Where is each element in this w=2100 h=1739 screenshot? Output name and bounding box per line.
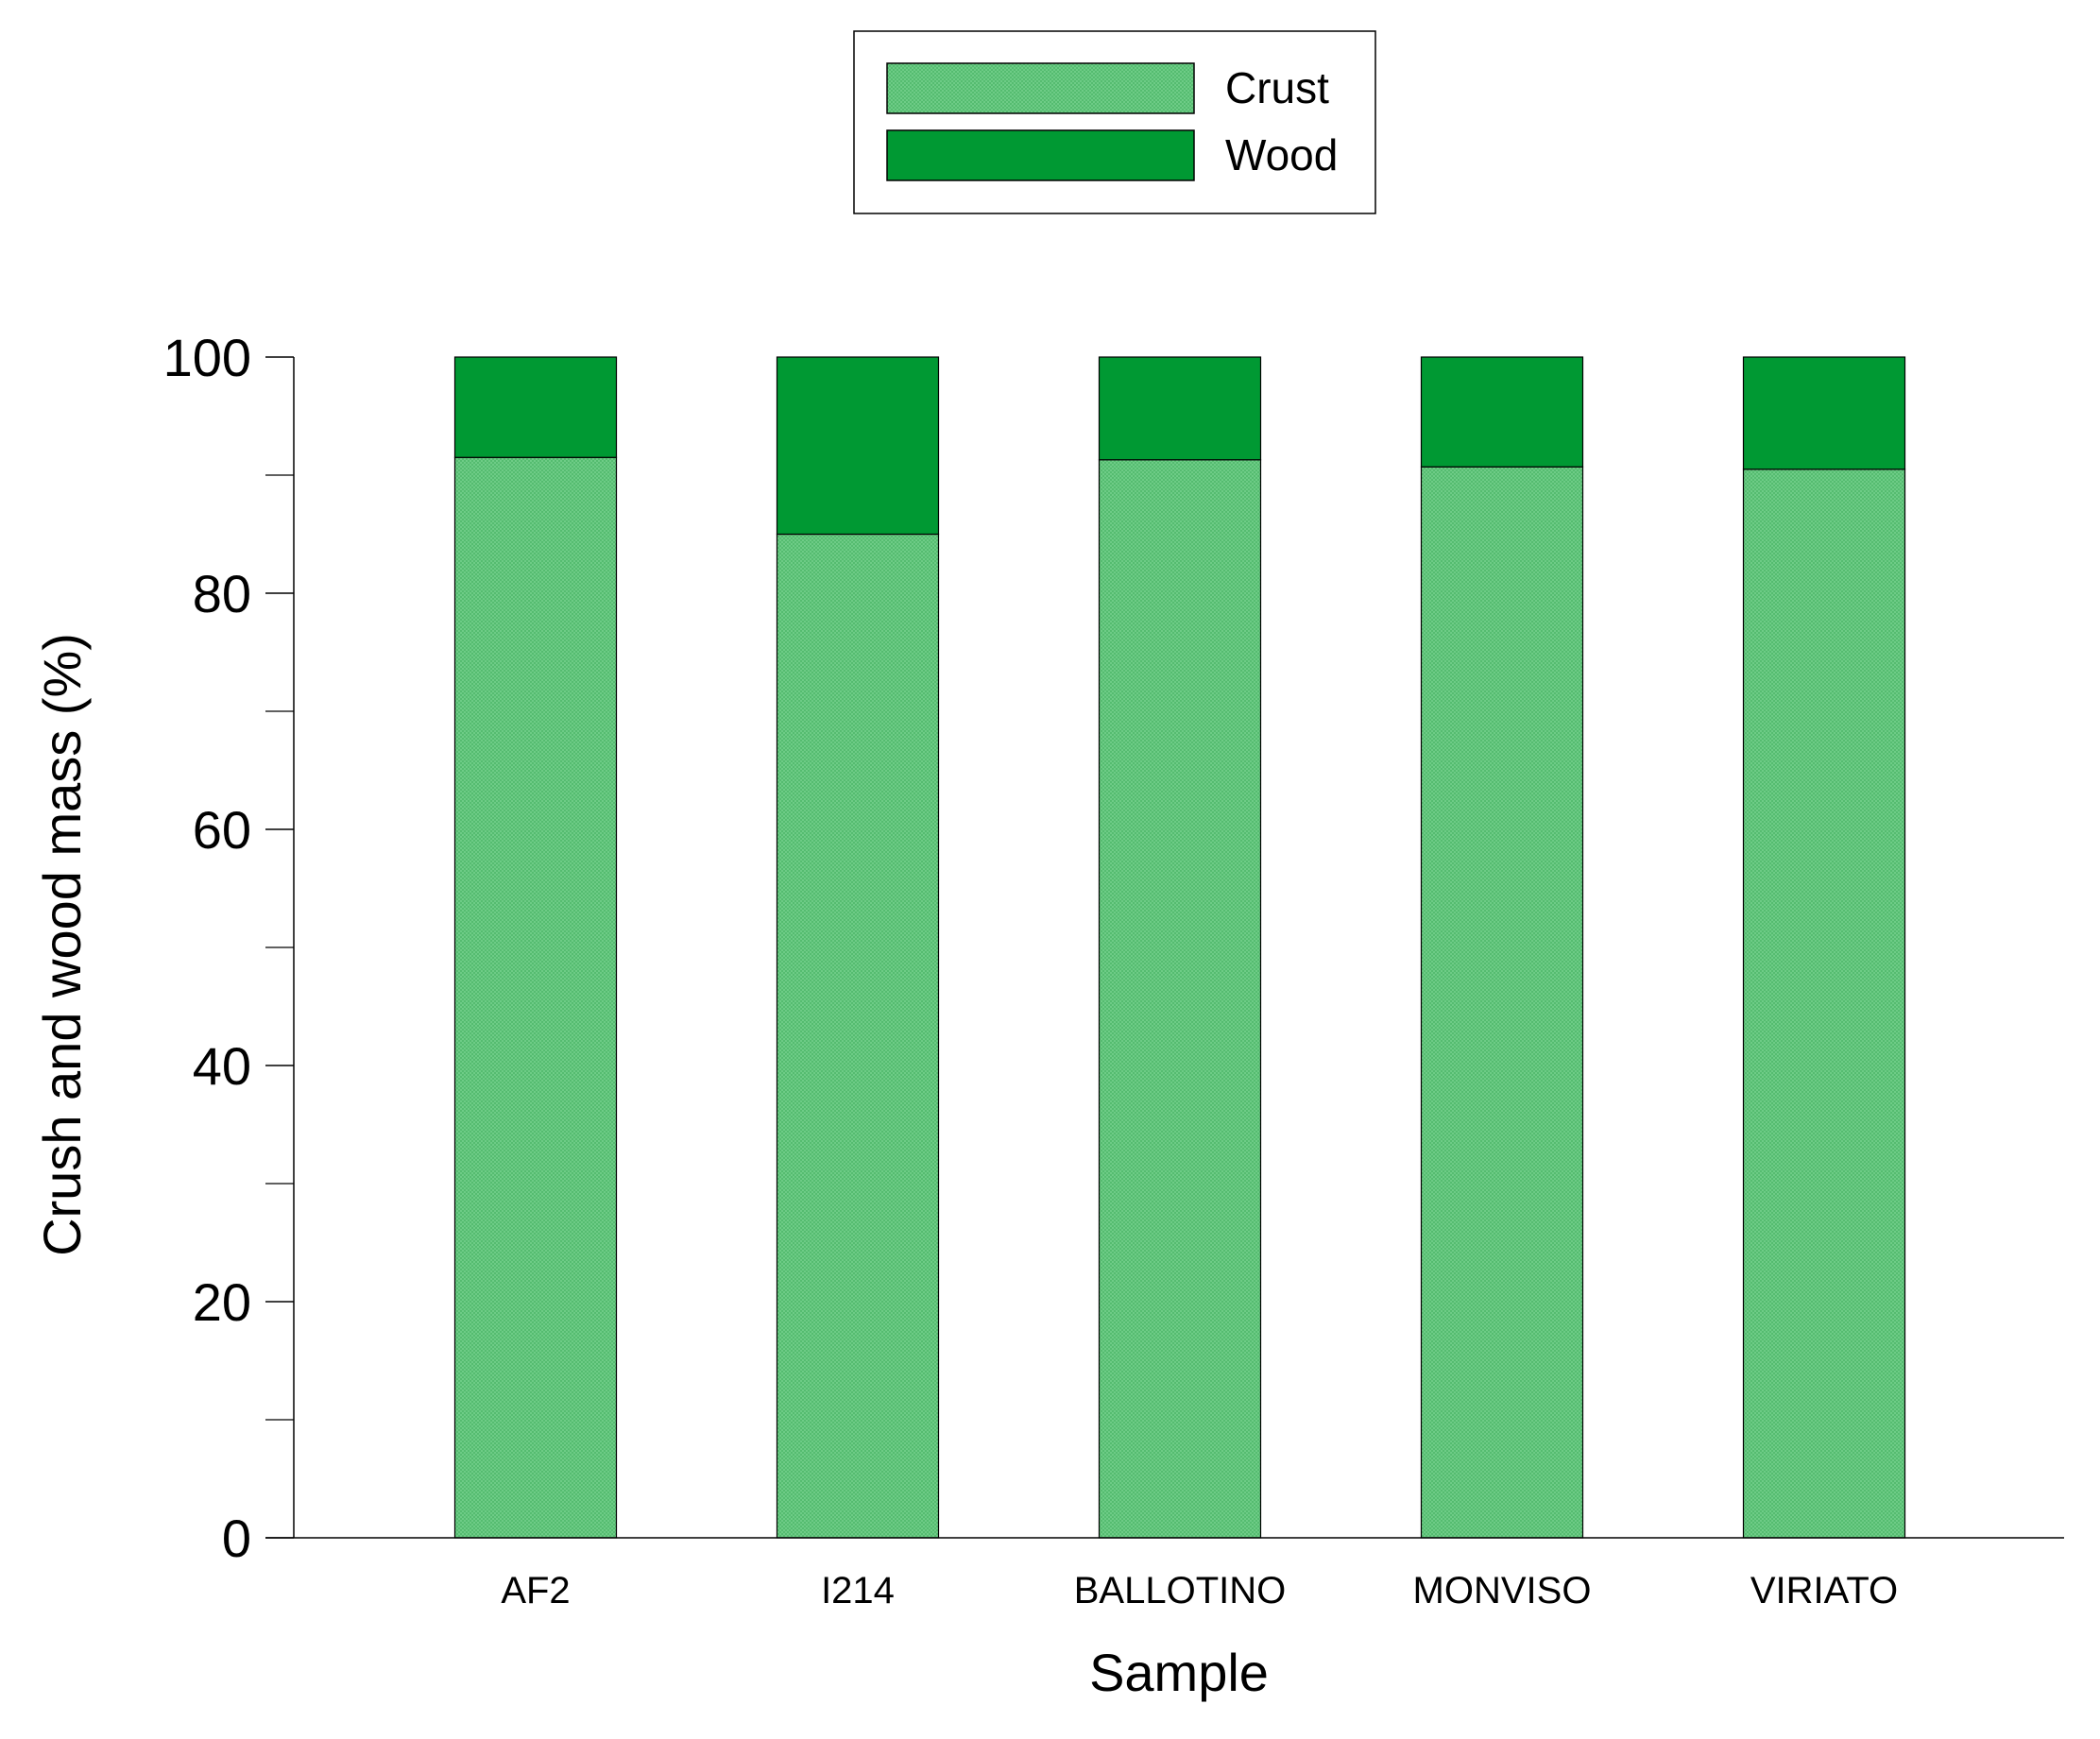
legend-swatch-crust bbox=[886, 62, 1195, 114]
legend-frame bbox=[853, 30, 1376, 214]
bar-segment-crust-i214 bbox=[776, 533, 940, 1539]
plot-area: AF2 I214 BALLOTINO MONVISO VIRIATO 0 20 40 60 80 1… bbox=[163, 328, 2064, 1611]
y-tick-label: 40 bbox=[193, 1036, 251, 1096]
y-tick-label: 0 bbox=[222, 1509, 251, 1568]
legend: Crust Wood bbox=[853, 30, 1376, 214]
bar-segment-wood-af2 bbox=[453, 356, 618, 458]
bar-segment-wood-monviso bbox=[1420, 356, 1584, 468]
x-tick-label: VIRIATO bbox=[1750, 1570, 1898, 1611]
bar-segment-crust-viriato bbox=[1742, 469, 1906, 1539]
x-tick-label: MONVISO bbox=[1413, 1570, 1592, 1611]
bar-segment-crust-ballotino bbox=[1098, 459, 1262, 1539]
y-tick-label: 80 bbox=[193, 564, 251, 623]
legend-swatch-wood bbox=[886, 129, 1195, 181]
bar-segment-wood-viriato bbox=[1742, 356, 1906, 470]
x-tick-label: BALLOTINO bbox=[1074, 1570, 1287, 1611]
y-tick-label: 60 bbox=[193, 800, 251, 860]
x-axis-title: Sample bbox=[1089, 1643, 1269, 1702]
x-tick-label: AF2 bbox=[501, 1570, 570, 1611]
y-tick-label: 100 bbox=[163, 328, 251, 387]
x-tick-label: I214 bbox=[821, 1570, 895, 1611]
bar-segment-crust-monviso bbox=[1420, 466, 1584, 1539]
bar-segment-wood-ballotino bbox=[1098, 356, 1262, 461]
bar-segment-crust-af2 bbox=[453, 456, 618, 1539]
legend-label-crust: Crust bbox=[1225, 63, 1329, 112]
y-tick-label: 20 bbox=[193, 1272, 251, 1332]
bar-segment-wood-i214 bbox=[776, 356, 940, 536]
legend-label-wood: Wood bbox=[1225, 130, 1338, 179]
y-axis-title: Crush and wood mass (%) bbox=[32, 633, 92, 1256]
